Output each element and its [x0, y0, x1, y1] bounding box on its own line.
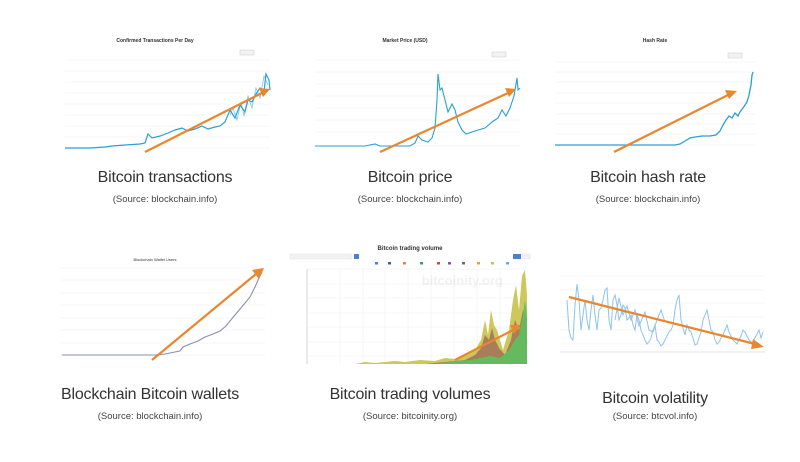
trading-volume-chart: Bitcoin trading volume bitcoinity.org — [285, 240, 535, 375]
chart-title: Market Price (USD) — [382, 38, 427, 44]
trend-arrow-down — [568, 295, 756, 346]
chart-title: Bitcoin trading volume — [377, 246, 443, 252]
trend-arrow-up — [151, 273, 257, 361]
panel-title: Blockchain Bitcoin wallets — [61, 386, 239, 403]
chart-title: Blockchain Wallet Users — [134, 257, 177, 262]
panel-source: (Source: blockchain.info) — [595, 194, 701, 205]
trend-arrow-up — [454, 329, 514, 361]
volatility-chart — [535, 260, 775, 380]
hash-rate-chart: Hash Rate — [530, 30, 780, 160]
export-button[interactable] — [239, 49, 255, 56]
transactions-chart: Confirmed Transactions Per Day — [30, 30, 280, 160]
legend — [375, 262, 509, 265]
panel-title: Bitcoin transactions — [97, 169, 233, 186]
chart-title: Hash Rate — [643, 38, 668, 44]
panel-source: (Source: blockchain.info) — [97, 411, 203, 422]
panel-title: Bitcoin price — [367, 169, 453, 186]
panel-title: Bitcoin hash rate — [590, 169, 706, 186]
price-chart: Market Price (USD) — [280, 30, 530, 160]
panel-source: (Source: bitcoinity.org) — [362, 411, 458, 422]
trend-arrow-up — [613, 94, 729, 153]
trend-arrow-up — [144, 92, 263, 153]
chart-title: Confirmed Transactions Per Day — [116, 38, 193, 44]
trend-arrow-up — [379, 92, 509, 153]
range-buttons[interactable] — [289, 253, 359, 260]
watermark: bitcoinity.org — [422, 273, 503, 288]
panel-title: Bitcoin volatility — [602, 390, 708, 407]
panel-source: (Source: blockchain.info) — [357, 194, 463, 205]
panel-title: Bitcoin trading volumes — [329, 386, 491, 403]
panel-source: (Source: btcvol.info) — [612, 411, 698, 422]
view-toggle[interactable] — [513, 254, 521, 259]
panel-source: (Source: blockchain.info) — [112, 194, 218, 205]
export-button[interactable] — [491, 51, 507, 58]
wallets-chart: Blockchain Wallet Users — [30, 252, 280, 377]
export-button[interactable] — [727, 52, 743, 59]
